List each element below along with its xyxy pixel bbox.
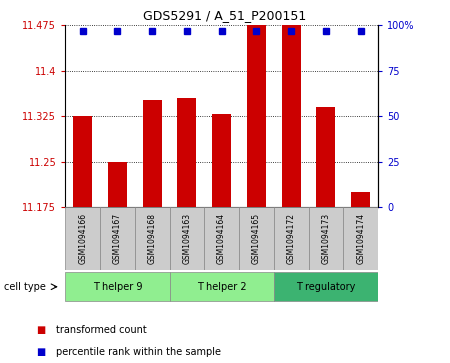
Text: GSM1094165: GSM1094165: [252, 213, 261, 264]
Text: ■: ■: [36, 325, 45, 335]
Text: GSM1094174: GSM1094174: [356, 213, 365, 264]
Bar: [212, 114, 231, 207]
Bar: [108, 162, 127, 207]
Text: GSM1094163: GSM1094163: [182, 213, 191, 264]
Bar: [274, 207, 309, 270]
Text: GSM1094166: GSM1094166: [78, 213, 87, 264]
Bar: [247, 25, 266, 207]
Text: T helper 2: T helper 2: [197, 282, 247, 292]
Text: T helper 9: T helper 9: [93, 282, 142, 292]
Bar: [65, 207, 100, 270]
Bar: [177, 98, 197, 207]
Bar: [100, 207, 135, 270]
Text: GSM1094172: GSM1094172: [287, 213, 296, 264]
Text: GSM1094167: GSM1094167: [113, 213, 122, 264]
Bar: [143, 100, 162, 207]
Bar: [343, 207, 378, 270]
Bar: [73, 116, 92, 207]
Text: ■: ■: [36, 347, 45, 357]
Text: cell type: cell type: [4, 282, 46, 292]
Bar: [239, 207, 274, 270]
Bar: [282, 25, 301, 207]
Text: percentile rank within the sample: percentile rank within the sample: [56, 347, 221, 357]
Text: transformed count: transformed count: [56, 325, 147, 335]
Text: GSM1094168: GSM1094168: [148, 213, 157, 264]
Bar: [204, 207, 239, 270]
Bar: [274, 272, 378, 301]
Text: T regulatory: T regulatory: [296, 282, 356, 292]
Bar: [309, 207, 343, 270]
Bar: [316, 107, 335, 207]
Text: GSM1094173: GSM1094173: [321, 213, 330, 264]
Bar: [135, 207, 170, 270]
Bar: [65, 272, 170, 301]
Text: GSM1094164: GSM1094164: [217, 213, 226, 264]
Bar: [170, 207, 204, 270]
Bar: [351, 192, 370, 207]
Bar: [170, 272, 274, 301]
Text: GDS5291 / A_51_P200151: GDS5291 / A_51_P200151: [144, 9, 306, 22]
